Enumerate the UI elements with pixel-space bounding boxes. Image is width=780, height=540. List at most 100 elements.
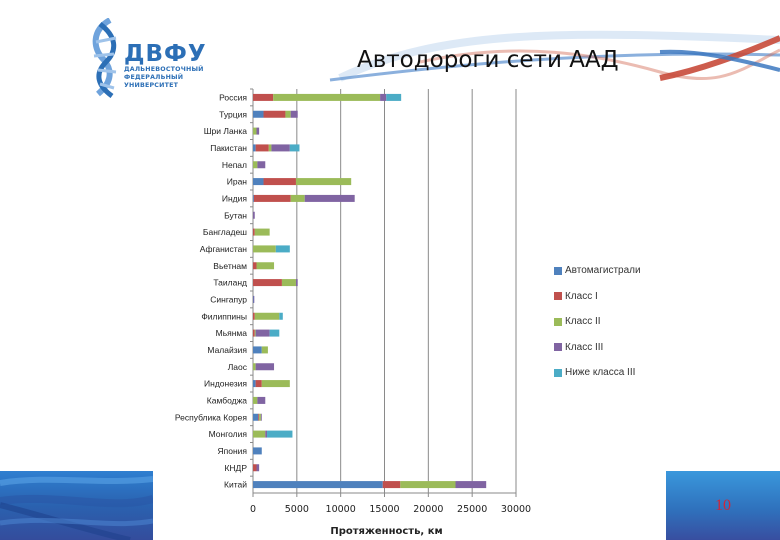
bar-segment — [304, 194, 355, 202]
x-tick-label: 30000 — [501, 504, 531, 515]
bar-segment — [285, 110, 291, 118]
category-label: Россия — [219, 92, 247, 102]
category-label: Индонезия — [204, 379, 247, 389]
bar-segment — [253, 262, 257, 270]
bar-segment — [253, 295, 255, 303]
category-label: Вьетнам — [213, 261, 247, 271]
bar-segment — [253, 380, 256, 388]
bar-segment — [263, 110, 286, 118]
x-tick-label: 25000 — [457, 504, 487, 515]
legend-label: Класс II — [565, 316, 601, 328]
bar-segment — [253, 127, 257, 135]
bar-segment — [253, 447, 262, 455]
bar-segment — [281, 279, 296, 287]
x-tick-label: 20000 — [413, 504, 443, 515]
bar-segment — [261, 380, 290, 388]
bar-segment — [256, 262, 275, 270]
bar-segment — [253, 329, 255, 337]
bar-segment — [253, 481, 383, 489]
category-label: Индия — [222, 193, 248, 203]
bar-segment — [273, 93, 381, 101]
bar-segment — [253, 295, 254, 303]
category-label: Бутан — [224, 210, 247, 220]
chart-legend: Автомагистрали Класс I Класс II Класс III Ни… — [554, 258, 641, 386]
legend-swatch-icon — [554, 343, 562, 352]
category-label: Лаос — [228, 362, 248, 372]
x-tick-label: 5000 — [285, 504, 309, 515]
legend-item: Класс III — [554, 335, 641, 361]
bar-segment — [386, 93, 402, 101]
bar-segment — [254, 329, 256, 337]
category-label: Таиланд — [213, 278, 247, 288]
legend-swatch-icon — [554, 317, 562, 326]
bar-segment — [258, 413, 260, 421]
bar-segment — [261, 346, 268, 354]
bar-segment — [253, 430, 266, 438]
bar-segment — [253, 194, 291, 202]
legend-item: Класс I — [554, 284, 641, 310]
bar-segment — [253, 346, 262, 354]
page-number-box: 10 — [666, 471, 780, 540]
legend-swatch-icon — [554, 292, 562, 301]
bar-segment — [253, 396, 258, 404]
bar-segment — [271, 144, 290, 152]
category-label: КНДР — [224, 463, 247, 473]
bar-segment — [290, 110, 298, 118]
legend-item: Автомагистрали — [554, 258, 641, 284]
x-tick-label: 10000 — [326, 504, 356, 515]
university-logo: ДВФУ ДАЛЬНЕВОСТОЧНЫЙ ФЕДЕРАЛЬНЫЙ УНИВЕРС… — [124, 42, 207, 90]
bar-segment — [265, 430, 268, 438]
legend-swatch-icon — [554, 368, 562, 377]
bar-segment — [253, 464, 257, 472]
bar-segment — [382, 481, 401, 489]
category-label: Япония — [217, 446, 247, 456]
bar-segment — [253, 178, 264, 186]
bar-segment — [256, 127, 260, 135]
bar-segment — [279, 312, 283, 320]
bar-segment — [289, 144, 300, 152]
bar-segment — [256, 464, 260, 472]
legend-label: Класс I — [565, 290, 598, 302]
bar-segment — [253, 93, 274, 101]
x-tick-label: 15000 — [369, 504, 399, 515]
category-label: Китай — [224, 480, 247, 490]
legend-swatch-icon — [554, 266, 562, 275]
bar-segment — [255, 380, 262, 388]
legend-item: Класс II — [554, 309, 641, 335]
bar-segment — [253, 245, 276, 253]
category-label: Мьянма — [216, 328, 248, 338]
bar-segment — [253, 413, 259, 421]
category-label: Монголия — [209, 429, 248, 439]
bar-segment — [257, 161, 266, 169]
x-axis-title: Протяженность, км — [330, 526, 442, 537]
bar-segment — [295, 178, 352, 186]
slide-title: Автодороги сети ААД — [357, 47, 619, 73]
legend-label: Класс III — [565, 341, 604, 353]
logo-line-1: ДАЛЬНЕВОСТОЧНЫЙ — [124, 66, 204, 73]
bar-segment — [268, 144, 272, 152]
bar-segment — [290, 194, 305, 202]
category-label: Иран — [227, 177, 248, 187]
bar-segment — [255, 144, 269, 152]
bar-segment — [254, 312, 280, 320]
bar-segment — [253, 363, 256, 371]
bar-segment — [253, 144, 256, 152]
legend-label: Автомагистрали — [565, 265, 641, 277]
bar-segment — [253, 312, 255, 320]
category-label: Турция — [219, 109, 247, 119]
bar-segment — [380, 93, 387, 101]
category-label: Бангладеш — [203, 227, 247, 237]
bar-segment — [259, 413, 261, 421]
logo-line-3: УНИВЕРСИТЕТ — [124, 82, 179, 89]
logo-abbreviation: ДВФУ — [124, 41, 207, 67]
category-label: Шри Ланка — [204, 126, 248, 136]
bar-segment — [255, 329, 270, 337]
bar-segment — [253, 228, 255, 236]
bar-segment — [253, 194, 254, 202]
category-label: Непал — [222, 160, 247, 170]
category-label: Пакистан — [210, 143, 247, 153]
bar-segment — [260, 413, 262, 421]
category-label: Камбоджа — [207, 395, 247, 405]
bar-segment — [263, 178, 296, 186]
